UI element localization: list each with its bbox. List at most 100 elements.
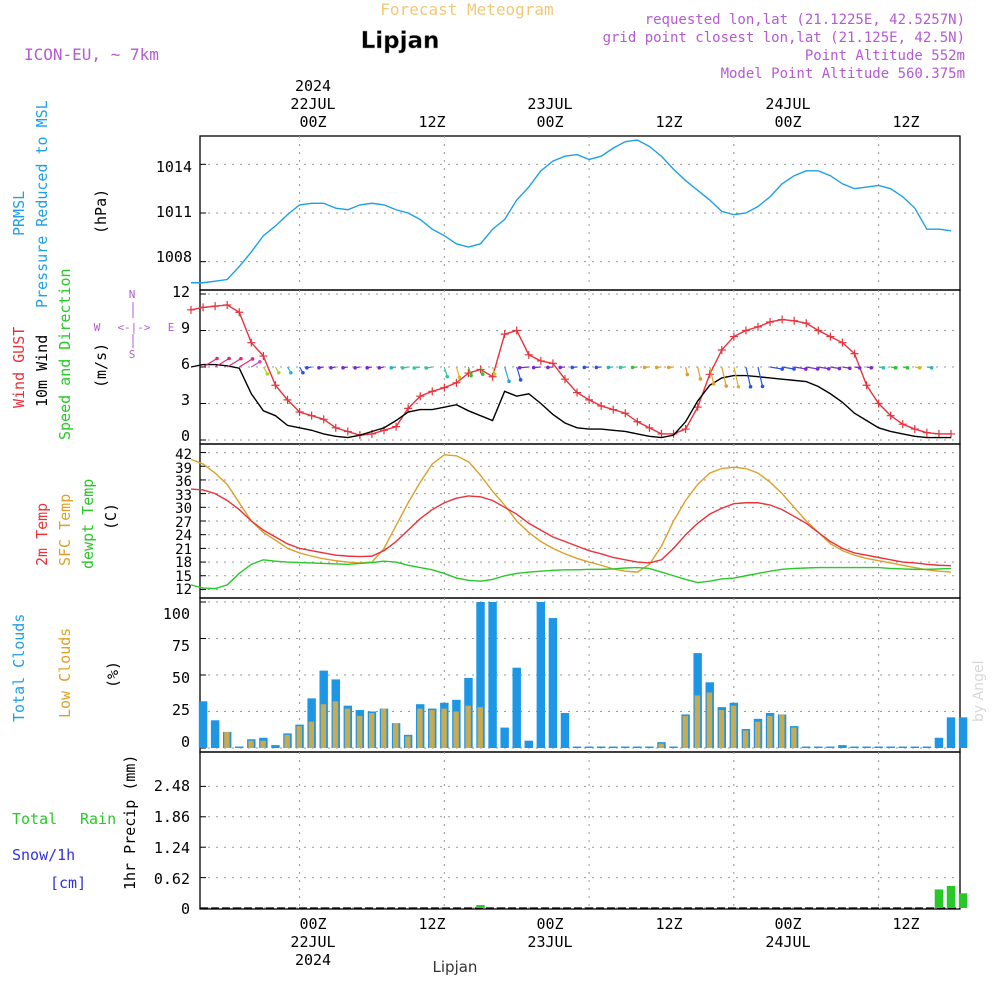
top-00z-23: 00Z [536,113,563,131]
wind-arrow-head [748,384,753,389]
wind-arrow-shaft [757,366,764,387]
temp-tick-21: 21 [175,542,192,558]
bottom-00z-24: 00Z [774,915,801,933]
total-cloud-bar [826,746,835,748]
total-cloud-bar [524,740,533,748]
wind-tick-9: 9 [181,319,190,337]
gust-marker [536,356,545,365]
wind-arrow-shaft [455,366,461,378]
wind-arrow-shaft [504,366,510,382]
low-cloud-bar [284,734,290,748]
gust-marker [585,395,594,404]
gust-marker [753,322,762,331]
gust-marker [778,315,787,324]
low-cloud-bar [779,714,785,748]
low-cloud-bar [393,723,399,748]
wind-arrow-head [869,365,874,370]
gust-marker [717,345,726,354]
gust-marker [343,427,352,436]
temp-tick-24: 24 [175,528,192,544]
gust-marker [211,302,220,311]
total-cloud-bar [669,746,678,748]
prmsl-label: PRMSL [10,191,28,236]
gust-marker [524,350,533,359]
wind-arrow-head [457,375,462,380]
gust-marker [476,365,485,374]
low-cloud-bar [417,708,423,748]
wind-arrow-shaft [782,366,795,370]
wind-arrow-head [341,365,345,370]
wind-arrow-head [377,365,382,370]
bottom-day-24: 24JUL [765,933,810,951]
top-day-23: 23JUL [527,95,572,113]
gust-marker [802,319,811,328]
gust-marker [922,428,931,437]
pressure-tick-1014: 1014 [156,158,192,176]
low-cloud-bar [694,695,701,748]
gust-marker [814,326,823,335]
pressure-msl-label: Pressure Reduced to MSL [33,100,51,308]
wind-arrow-head [531,365,536,370]
total-cloud-bar [609,746,618,748]
top-00z-24: 00Z [774,113,801,131]
compass-e: E [168,321,175,334]
total-cloud-bar [838,745,847,748]
gust-marker [766,317,775,326]
cloud-units: (%) [104,661,122,688]
gust-marker [729,332,738,341]
wind-arrow-head [480,372,485,376]
gust-marker [850,349,859,358]
credit-watermark: by Angel [971,661,987,722]
wind-tick-3: 3 [181,391,190,409]
wind-arrow-head [353,365,357,370]
wind-arrow-head [424,366,429,370]
wind-arrow-head [558,365,562,370]
wind-arrow-head [389,365,394,370]
wind-arrow-head [507,379,511,384]
wind-arrow-head [917,365,922,370]
wind-arrow-head [239,356,243,361]
total-cloud-bar [862,746,871,748]
total-clouds-label: Total Clouds [10,614,28,722]
wind-arrow-head [881,365,886,370]
cloud-labels: Total Clouds Low Clouds (%) [10,614,122,722]
wind-arrow-head [760,384,765,389]
temp-tick-42: 42 [175,447,192,463]
low-cloud-bar [296,726,302,748]
low-cloud-bar [791,727,797,748]
low-cloud-bar [742,730,749,748]
cloud-y-ticks: 100 75 50 25 0 [163,605,190,751]
gust-marker [452,378,461,387]
pressure-line [191,139,952,284]
compass-rose: N S W E <-|-> [94,288,175,361]
wind-arrow-head [469,373,473,378]
bottom-00z-22: 00Z [299,915,326,933]
wind-arrow-shaft [516,366,522,381]
wind-arrow-head [905,365,910,370]
wind-10m-label: 10m Wind [33,335,51,407]
wind-arrow-shaft [226,358,242,368]
low-cloud-bar [344,708,351,748]
gust-marker [223,300,232,309]
total-cloud-bar [946,717,956,748]
bottom-day-22: 22JUL [290,933,335,951]
total-cloud-bar [560,712,570,748]
top-day-22: 22JUL [290,95,335,113]
rain-bar [946,885,956,908]
wind-arrow-head [666,365,671,370]
wind-arrow-head [893,365,898,370]
gust-marker [621,409,630,418]
wind-arrow-head [445,374,450,379]
wind-arrow-head [654,365,659,370]
gust-marker [910,425,919,434]
gust-marker [392,422,401,431]
total-cloud-bar [210,720,220,748]
gust-marker [319,415,328,424]
precip-y-ticks: 2.48 1.86 1.24 0.62 0 [154,777,190,918]
wind-arrow-head [618,365,623,370]
low-cloud-bar [767,715,773,748]
low-cloud-bar [308,721,315,748]
low-cloud-bar [465,705,471,748]
wind-series [187,300,955,440]
wind-speed-direction-label: Speed and Direction [56,268,74,440]
